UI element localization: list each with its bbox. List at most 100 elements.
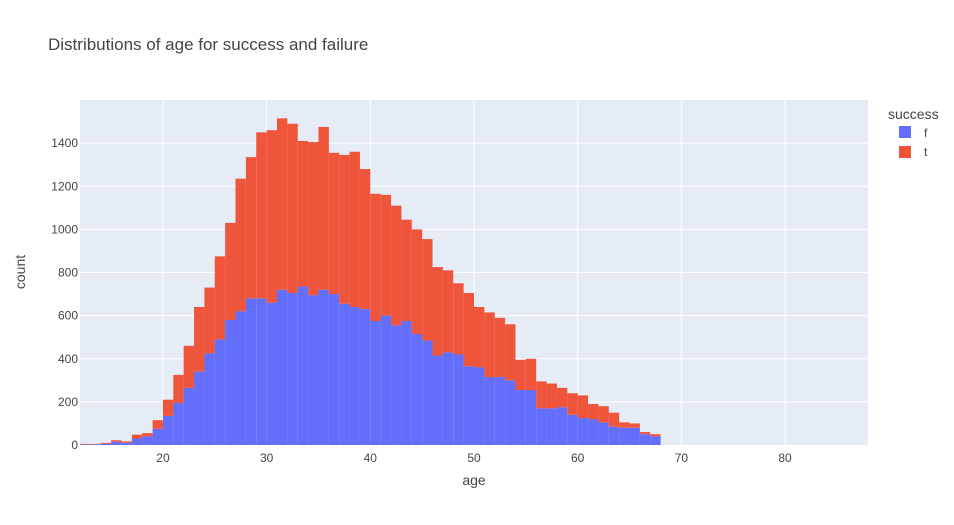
- legend-label-f: f: [924, 126, 928, 140]
- legend[interactable]: success f t: [888, 106, 939, 159]
- bar-f-55: [525, 390, 537, 445]
- bar-t-53: [505, 324, 516, 381]
- bar-f-64: [619, 427, 630, 445]
- bar-t-18: [142, 433, 153, 437]
- bar-t-61: [588, 404, 599, 420]
- x-tick-labels: 20 30 40 50 60 70 80: [156, 451, 792, 465]
- bar-f-35: [318, 289, 329, 445]
- bar-t-39: [359, 169, 371, 310]
- bar-f-19: [152, 428, 163, 445]
- y-axis-title: count: [12, 255, 28, 289]
- bar-t-19: [152, 420, 163, 429]
- bar-f-22: [183, 387, 195, 445]
- bar-t-54: [515, 359, 526, 391]
- y-tick-label: 0: [71, 438, 78, 452]
- legend-item-t[interactable]: t: [899, 145, 928, 159]
- bar-f-32: [287, 292, 298, 445]
- bar-f-38: [349, 307, 360, 445]
- bar-t-26: [225, 222, 236, 320]
- y-tick-label: 800: [58, 266, 78, 280]
- y-tick-label: 1200: [51, 179, 78, 193]
- bar-t-38: [349, 151, 360, 307]
- bar-t-16: [121, 441, 132, 443]
- legend-label-t: t: [924, 145, 928, 159]
- bar-f-48: [453, 354, 464, 445]
- legend-title: success: [888, 106, 939, 122]
- bar-t-27: [235, 178, 246, 312]
- bars: [80, 118, 661, 445]
- bar-t-62: [598, 406, 609, 423]
- y-tick-labels: 0 200 400 600 800 1000 1200 1400: [51, 136, 78, 452]
- bar-f-59: [567, 414, 578, 445]
- bar-t-36: [328, 152, 340, 295]
- bar-t-25: [214, 256, 226, 340]
- bar-t-40: [370, 193, 381, 322]
- bar-f-13: [90, 444, 101, 445]
- bar-t-49: [463, 292, 474, 367]
- bar-f-23: [194, 371, 205, 445]
- bar-t-58: [556, 387, 568, 408]
- bar-f-27: [235, 311, 246, 445]
- bar-t-67: [650, 434, 661, 437]
- bar-t-14: [100, 442, 112, 444]
- x-tick-label: 70: [675, 451, 689, 465]
- bar-t-15: [111, 440, 122, 442]
- bar-t-57: [546, 383, 557, 409]
- bar-f-47: [442, 352, 454, 445]
- bar-f-42: [391, 325, 402, 445]
- bar-t-45: [422, 239, 433, 341]
- bar-t-63: [608, 412, 620, 427]
- chart-title: Distributions of age for success and fai…: [48, 35, 368, 54]
- bar-f-25: [214, 339, 226, 445]
- bar-f-28: [245, 298, 257, 445]
- bar-f-37: [339, 303, 350, 445]
- bar-f-39: [359, 309, 371, 445]
- bar-t-51: [484, 312, 495, 378]
- bar-f-21: [173, 402, 184, 445]
- bar-f-30: [266, 302, 277, 445]
- bar-f-49: [463, 366, 474, 445]
- bar-f-17: [131, 438, 143, 445]
- legend-swatch-f: [899, 126, 911, 138]
- x-tick-label: 40: [364, 451, 378, 465]
- x-axis-title: age: [462, 472, 486, 488]
- bar-f-31: [277, 289, 288, 445]
- x-tick-label: 60: [571, 451, 585, 465]
- bar-f-24: [204, 353, 215, 445]
- bar-f-62: [598, 422, 609, 445]
- bar-f-54: [515, 390, 526, 445]
- bar-t-12: [80, 443, 91, 445]
- y-tick-label: 200: [58, 395, 78, 409]
- bar-f-34: [308, 295, 319, 445]
- bar-f-16: [121, 442, 132, 445]
- bar-t-20: [162, 399, 174, 416]
- bar-f-36: [328, 294, 340, 445]
- bar-t-52: [494, 317, 506, 378]
- bar-t-43: [401, 219, 412, 322]
- bar-f-29: [256, 298, 267, 445]
- bar-f-51: [484, 377, 495, 445]
- bar-f-58: [556, 407, 568, 445]
- bar-f-44: [411, 333, 423, 445]
- bar-t-65: [629, 423, 640, 428]
- bar-t-30: [266, 130, 277, 303]
- x-tick-label: 20: [156, 451, 170, 465]
- bar-f-18: [142, 436, 153, 445]
- y-tick-label: 1000: [51, 222, 78, 236]
- bar-f-43: [401, 321, 412, 445]
- bar-f-26: [225, 319, 236, 445]
- bar-f-53: [505, 380, 516, 445]
- y-tick-label: 400: [58, 352, 78, 366]
- bar-t-31: [277, 118, 288, 290]
- bar-t-59: [567, 393, 578, 415]
- legend-swatch-t: [899, 146, 911, 158]
- bar-t-46: [432, 267, 443, 356]
- bar-t-24: [204, 287, 215, 354]
- bar-f-33: [297, 286, 309, 445]
- bar-f-65: [629, 427, 640, 445]
- bar-t-35: [318, 126, 329, 290]
- legend-item-f[interactable]: f: [899, 126, 928, 140]
- bar-f-67: [650, 436, 661, 445]
- bar-t-17: [131, 434, 143, 439]
